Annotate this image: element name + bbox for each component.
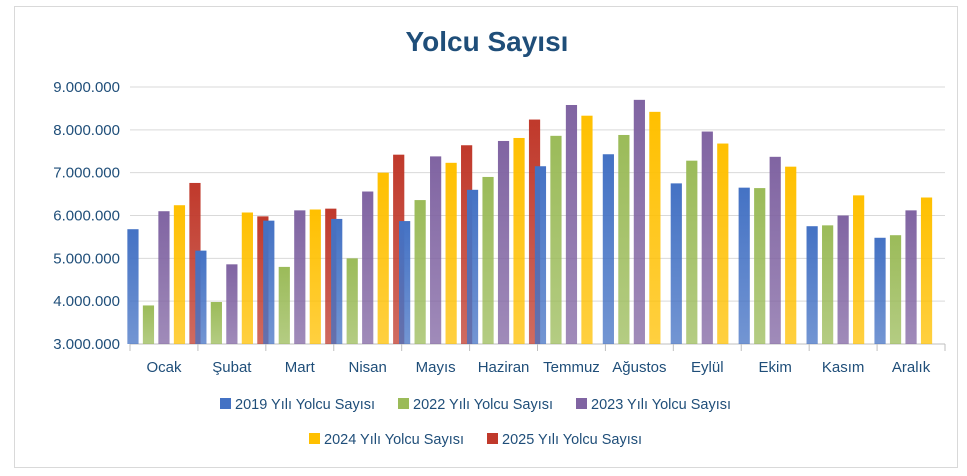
bar-Şubat-2025 Yılı Yolcu Sayısı (257, 216, 269, 344)
bar-Mart-2025 Yılı Yolcu Sayısı (325, 208, 337, 344)
bar-Şubat-2023 Yılı Yolcu Sayısı (226, 264, 238, 344)
x-axis-ticks: Ocak Şubat Mart Nisan Mayıs Haziran Temmuz Ağus… (129, 344, 946, 376)
bar-Haziran-2025 Yılı Yolcu Sayısı (528, 119, 541, 344)
bar-Şubat-2019 Yılı Yolcu Sayısı (195, 250, 207, 344)
bar-Ağustos-2023 Yılı Yolcu Sayısı (633, 99, 645, 344)
bar-Mayıs-2023 Yılı Yolcu Sayısı (430, 156, 442, 344)
bar-Eylül-2023 Yılı Yolcu Sayısı (701, 131, 713, 344)
bar-Nisan-2023 Yılı Yolcu Sayısı (362, 191, 374, 344)
bar-Ocak-2022 Yılı Yolcu Sayısı (142, 305, 155, 344)
bar-Nisan-2019 Yılı Yolcu Sayısı (331, 218, 343, 344)
bar-Şubat-2022 Yılı Yolcu Sayısı (210, 302, 222, 344)
bar-Mayıs-2019 Yılı Yolcu Sayısı (399, 221, 411, 344)
bar-Eylül-2019 Yılı Yolcu Sayısı (670, 183, 682, 344)
legend: 2019 Yılı Yolcu Sayısı 2022 Yılı Yolcu Sa… (220, 397, 731, 448)
bar-Mart-2023 Yılı Yolcu Sayısı (294, 210, 306, 344)
bar-Mayıs-2025 Yılı Yolcu Sayısı (461, 145, 473, 344)
legend-swatch (398, 398, 409, 409)
legend-item: 2022 Yılı Yolcu Sayısı (398, 397, 553, 413)
bar-Ocak-2024 Yılı Yolcu Sayısı (173, 205, 186, 344)
bar-Eylül-2022 Yılı Yolcu Sayısı (686, 160, 698, 344)
bar-Kasım-2023 Yılı Yolcu Sayısı (837, 215, 849, 344)
y-tick-label: 3.000.000 (53, 336, 120, 353)
bar-Nisan-2025 Yılı Yolcu Sayısı (393, 154, 405, 344)
bar-Kasım-2024 Yılı Yolcu Sayısı (853, 195, 865, 344)
bar-Temmuz-2024 Yılı Yolcu Sayısı (581, 115, 593, 344)
bar-Ekim-2022 Yılı Yolcu Sayısı (754, 188, 766, 344)
bar-Temmuz-2019 Yılı Yolcu Sayısı (534, 166, 547, 344)
bar-Mart-2024 Yılı Yolcu Sayısı (309, 209, 321, 344)
bar-Aralık-2022 Yılı Yolcu Sayısı (889, 235, 902, 344)
bar-Kasım-2022 Yılı Yolcu Sayısı (822, 225, 834, 344)
bar-Ağustos-2019 Yılı Yolcu Sayısı (602, 154, 614, 344)
legend-label: 2025 Yılı Yolcu Sayısı (502, 432, 642, 448)
legend-swatch (220, 398, 231, 409)
bar-Haziran-2019 Yılı Yolcu Sayısı (466, 189, 479, 344)
bar-Mart-2022 Yılı Yolcu Sayısı (278, 266, 290, 344)
legend-item: 2019 Yılı Yolcu Sayısı (220, 397, 375, 413)
legend-label: 2019 Yılı Yolcu Sayısı (235, 397, 375, 413)
bar-Ekim-2023 Yılı Yolcu Sayısı (769, 156, 781, 344)
x-tick-label: Ekim (759, 359, 792, 376)
bar-Haziran-2022 Yılı Yolcu Sayısı (482, 176, 494, 344)
bar-Nisan-2024 Yılı Yolcu Sayısı (377, 172, 389, 344)
bar-Temmuz-2023 Yılı Yolcu Sayısı (565, 104, 578, 345)
y-axis-ticks: 3.000.000 4.000.000 5.000.000 6.000.000 7.00… (53, 79, 120, 353)
y-tick-label: 5.000.000 (53, 250, 120, 267)
x-tick-label: Şubat (212, 359, 252, 376)
bars (127, 99, 933, 345)
bar-Temmuz-2022 Yılı Yolcu Sayısı (550, 135, 562, 344)
bar-Ağustos-2024 Yılı Yolcu Sayısı (649, 111, 661, 345)
y-tick-label: 7.000.000 (53, 165, 120, 182)
bar-Ağustos-2022 Yılı Yolcu Sayısı (618, 134, 630, 344)
bar-Ocak-2025 Yılı Yolcu Sayısı (189, 182, 201, 344)
legend-item: 2024 Yılı Yolcu Sayısı (309, 432, 464, 448)
bar-Mart-2019 Yılı Yolcu Sayısı (263, 220, 275, 344)
bar-Aralık-2023 Yılı Yolcu Sayısı (905, 210, 917, 344)
legend-label: 2023 Yılı Yolcu Sayısı (591, 397, 731, 413)
chart-frame: Yolcu Sayısı 3.000.000 4.000.000 5.000.000… (14, 6, 958, 468)
chart-title: Yolcu Sayısı (406, 26, 569, 57)
x-tick-label: Mart (285, 359, 316, 376)
bar-Nisan-2022 Yılı Yolcu Sayısı (346, 258, 358, 344)
bar-Haziran-2024 Yılı Yolcu Sayısı (513, 137, 525, 344)
x-tick-label: Haziran (478, 359, 530, 376)
x-tick-label: Eylül (691, 359, 724, 376)
bar-Ekim-2019 Yılı Yolcu Sayısı (738, 187, 750, 344)
bar-Aralık-2019 Yılı Yolcu Sayısı (874, 237, 886, 344)
bar-Mayıs-2024 Yılı Yolcu Sayısı (445, 162, 457, 344)
legend-item: 2023 Yılı Yolcu Sayısı (576, 397, 731, 413)
y-tick-label: 8.000.000 (53, 122, 120, 139)
y-tick-label: 9.000.000 (53, 79, 120, 96)
y-tick-label: 4.000.000 (53, 293, 120, 310)
x-tick-label: Nisan (349, 359, 387, 376)
legend-item: 2025 Yılı Yolcu Sayısı (487, 432, 642, 448)
bar-Ocak-2023 Yılı Yolcu Sayısı (158, 211, 170, 344)
x-tick-label: Temmuz (543, 359, 600, 376)
bar-Haziran-2023 Yılı Yolcu Sayısı (497, 140, 510, 344)
bar-Aralık-2024 Yılı Yolcu Sayısı (920, 197, 933, 344)
y-tick-label: 6.000.000 (53, 208, 120, 225)
x-tick-label: Ocak (146, 359, 182, 376)
legend-label: 2022 Yılı Yolcu Sayısı (413, 397, 553, 413)
legend-swatch (309, 433, 320, 444)
bar-Ekim-2024 Yılı Yolcu Sayısı (785, 166, 797, 344)
legend-label: 2024 Yılı Yolcu Sayısı (324, 432, 464, 448)
x-tick-label: Aralık (892, 359, 931, 376)
x-tick-label: Ağustos (612, 359, 666, 376)
bar-Eylül-2024 Yılı Yolcu Sayısı (717, 143, 729, 344)
x-tick-label: Mayıs (416, 359, 456, 376)
bar-Mayıs-2022 Yılı Yolcu Sayısı (414, 200, 426, 344)
bar-chart: Yolcu Sayısı 3.000.000 4.000.000 5.000.000… (53, 26, 946, 448)
legend-swatch (576, 398, 587, 409)
bar-Ocak-2019 Yılı Yolcu Sayısı (127, 229, 139, 344)
legend-swatch (487, 433, 498, 444)
bar-Kasım-2019 Yılı Yolcu Sayısı (806, 226, 818, 344)
x-tick-label: Kasım (822, 359, 865, 376)
bar-Şubat-2024 Yılı Yolcu Sayısı (241, 212, 253, 344)
